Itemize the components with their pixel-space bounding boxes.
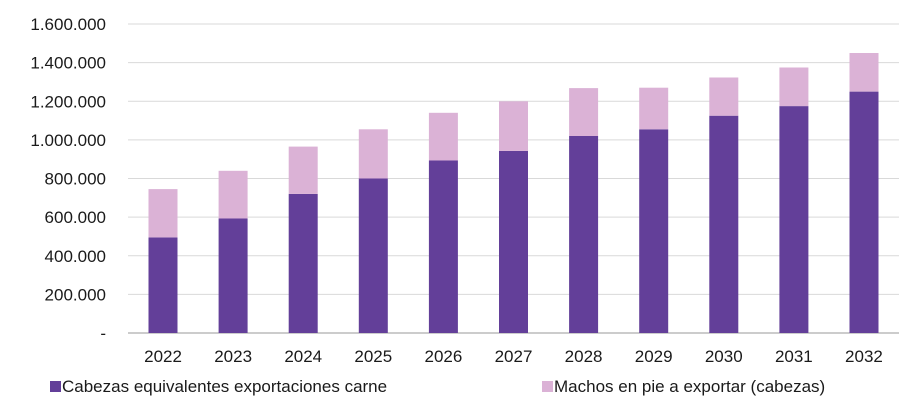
- bar-carne-2028: [569, 136, 599, 333]
- bar-carne-2032: [849, 91, 879, 333]
- bar-machos-2025: [358, 129, 388, 179]
- x-tick-label: 2027: [495, 347, 533, 366]
- x-tick-label: 2026: [424, 347, 462, 366]
- y-tick-label: 600.000: [45, 208, 106, 227]
- legend-label: Cabezas equivalentes exportaciones carne: [62, 377, 387, 396]
- x-tick-label: 2029: [635, 347, 673, 366]
- y-tick-label: 1.000.000: [30, 131, 106, 150]
- bar-machos-2023: [218, 170, 248, 219]
- bar-machos-2030: [709, 77, 739, 116]
- y-tick-label: 200.000: [45, 285, 106, 304]
- x-tick-label: 2031: [775, 347, 813, 366]
- x-tick-label: 2032: [845, 347, 883, 366]
- bar-carne-2025: [358, 178, 388, 333]
- legend-label: Machos en pie a exportar (cabezas): [554, 377, 825, 396]
- x-tick-label: 2024: [284, 347, 322, 366]
- y-tick-label: 800.000: [45, 170, 106, 189]
- bar-machos-2022: [148, 189, 178, 238]
- bar-machos-2028: [569, 88, 599, 136]
- bar-carne-2022: [148, 237, 178, 333]
- x-tick-label: 2022: [144, 347, 182, 366]
- x-axis-ticks: 2022 2023 2024 2025 2026 2027 2028 2029 2030 2031…: [144, 347, 883, 366]
- bar-carne-2029: [639, 129, 669, 333]
- legend: Cabezas equivalentes exportaciones carne…: [50, 377, 825, 396]
- bar-machos-2024: [288, 146, 318, 194]
- x-tick-label: 2028: [565, 347, 603, 366]
- bar-carne-2031: [779, 106, 809, 333]
- x-tick-label: 2025: [354, 347, 392, 366]
- bar-carne-2030: [709, 115, 739, 333]
- bar-machos-2031: [779, 67, 809, 107]
- y-tick-label: 1.200.000: [30, 92, 106, 111]
- bar-machos-2032: [849, 53, 879, 92]
- bars: [148, 53, 879, 333]
- bar-carne-2026: [428, 160, 458, 333]
- bar-machos-2027: [499, 101, 528, 151]
- legend-swatch: [542, 381, 553, 392]
- x-tick-label: 2023: [214, 347, 252, 366]
- bar-carne-2024: [288, 193, 318, 333]
- y-tick-label: 400.000: [45, 247, 106, 266]
- y-axis-ticks: - 200.000 400.000 600.000 800.000 1.000.000 1.…: [30, 15, 106, 343]
- y-tick-label: 1.400.000: [30, 54, 106, 73]
- bar-carne-2027: [499, 150, 528, 333]
- y-tick-label: 1.600.000: [30, 15, 106, 34]
- y-tick-label: -: [100, 324, 106, 343]
- bar-machos-2029: [639, 87, 669, 130]
- bar-carne-2023: [218, 218, 248, 333]
- bar-machos-2026: [428, 112, 458, 161]
- legend-swatch: [50, 381, 61, 392]
- x-tick-label: 2030: [705, 347, 743, 366]
